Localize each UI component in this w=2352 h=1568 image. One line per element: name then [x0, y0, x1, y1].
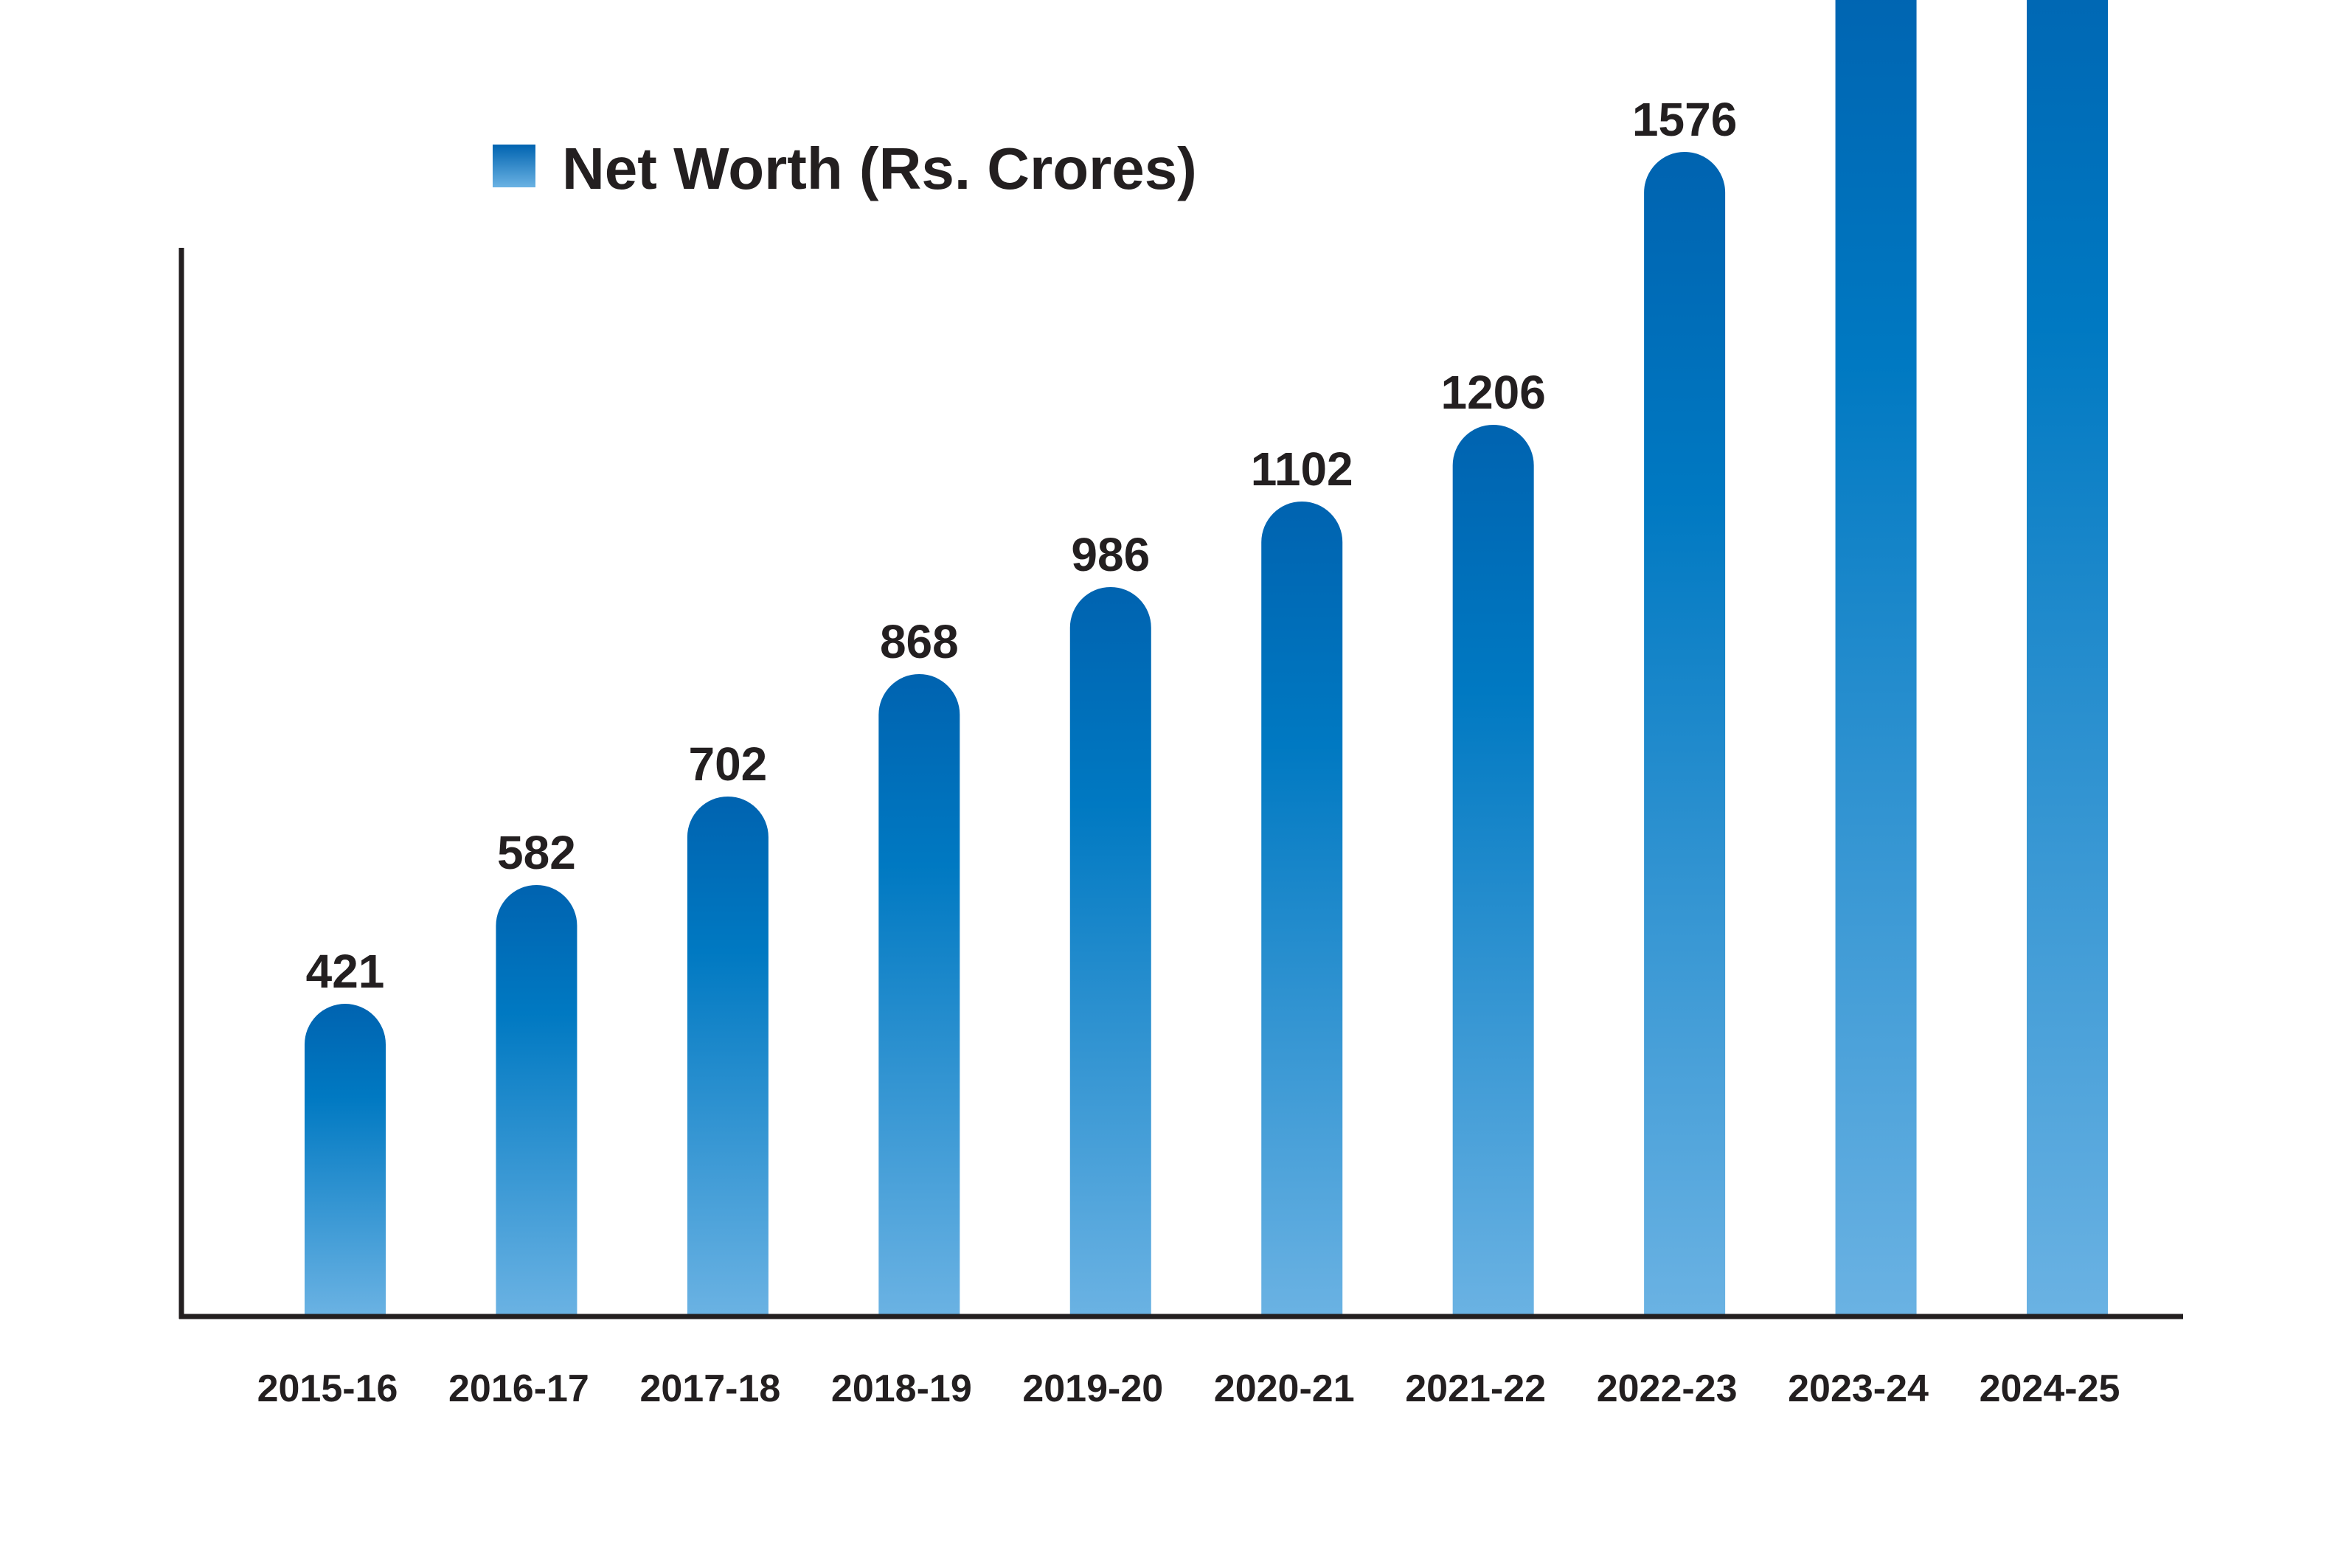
bar-2022-23 [1644, 151, 1726, 1314]
data-labels: 42158270286898611021206157618381912 [306, 93, 1738, 998]
x-tick-label-2024-25: 2024-25 [1980, 1367, 2120, 1410]
bar-2023-24 [1835, 0, 1917, 1314]
x-tick-label-2021-22: 2021-22 [1405, 1367, 1546, 1410]
bar-2017-18 [687, 796, 769, 1314]
x-tick-label-2020-21: 2020-21 [1214, 1367, 1355, 1410]
data-label-2021-22: 1206 [1440, 366, 1545, 419]
data-label-2017-18: 702 [688, 738, 767, 791]
bar-2024-25 [2027, 0, 2108, 1314]
data-label-2018-19: 868 [880, 615, 959, 668]
data-label-2022-23: 1576 [1632, 93, 1737, 146]
bar-2015-16 [305, 1004, 386, 1314]
x-tick-label-2016-17: 2016-17 [448, 1367, 589, 1410]
data-label-2015-16: 421 [306, 945, 385, 998]
bar-2020-21 [1261, 502, 1343, 1314]
legend: Net Worth (Rs. Crores) [493, 136, 1197, 201]
x-tick-label-2019-20: 2019-20 [1022, 1367, 1163, 1410]
x-tick-labels: 2015-16 2016-17 2017-18 2018-19 2019-20 2020-… [257, 1367, 2120, 1410]
x-tick-label-2023-24: 2023-24 [1788, 1367, 1929, 1410]
legend-swatch [493, 145, 535, 187]
bar-2019-20 [1069, 587, 1151, 1314]
legend-label: Net Worth (Rs. Crores) [562, 136, 1197, 201]
axes [178, 248, 2183, 1319]
bars [305, 0, 2108, 1314]
bar-2016-17 [496, 885, 577, 1314]
x-tick-label-2018-19: 2018-19 [831, 1367, 972, 1410]
data-label-2020-21: 1102 [1251, 443, 1353, 496]
bar-2018-19 [878, 673, 960, 1314]
x-tick-label-2017-18: 2017-18 [639, 1367, 780, 1410]
x-tick-label-2015-16: 2015-16 [257, 1367, 398, 1410]
data-label-2019-20: 986 [1071, 528, 1150, 581]
data-label-2016-17: 582 [497, 826, 576, 879]
bar-2021-22 [1452, 424, 1534, 1314]
x-tick-label-2022-23: 2022-23 [1597, 1367, 1738, 1410]
